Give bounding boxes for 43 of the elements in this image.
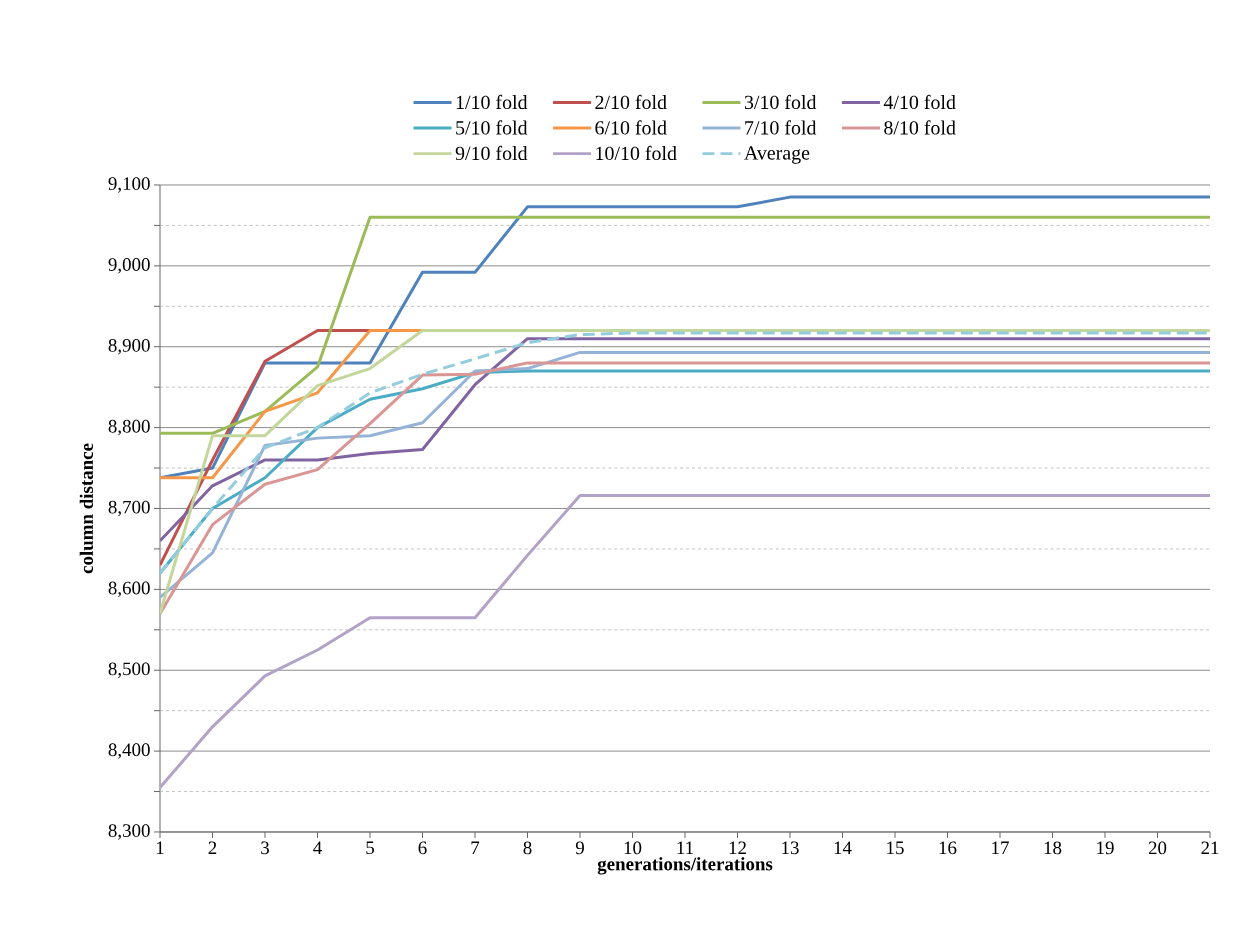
y-tick-label: 9,100 bbox=[108, 177, 150, 193]
x-tick-label: 18 bbox=[1044, 841, 1062, 855]
x-tick-label: 7 bbox=[471, 841, 480, 854]
x-tick-label: 4 bbox=[313, 841, 322, 854]
x-tick-label: 11 bbox=[677, 841, 693, 854]
x-tick-label: 16 bbox=[939, 841, 957, 855]
y-tick-label: 8,900 bbox=[108, 338, 150, 355]
legend-label: 9/10 fold bbox=[455, 145, 528, 161]
y-tick-label: 8,400 bbox=[108, 743, 150, 759]
y-tick-label: 8,700 bbox=[108, 500, 150, 517]
x-tick-label: 6 bbox=[418, 841, 427, 855]
legend-label: 8/10 fold bbox=[884, 120, 956, 135]
y-axis-title: column distance bbox=[79, 443, 94, 574]
x-tick-label: 8 bbox=[523, 841, 532, 855]
x-tick-label: 12 bbox=[729, 841, 746, 855]
x-tick-label: 14 bbox=[834, 841, 852, 854]
x-tick-label: 21 bbox=[1201, 841, 1219, 855]
x-tick-label: 5 bbox=[366, 841, 374, 855]
x-tick-label: 17 bbox=[992, 841, 1009, 854]
y-tick-label: 8,300 bbox=[108, 824, 150, 840]
x-tick-label: 2 bbox=[208, 841, 217, 855]
legend-label: 7/10 fold bbox=[745, 120, 817, 135]
legend-label: 3/10 fold bbox=[744, 94, 817, 110]
x-tick-label: 1 bbox=[156, 841, 164, 854]
x-tick-label: 3 bbox=[261, 841, 269, 855]
legend-label: 10/10 fold bbox=[596, 145, 677, 161]
legend-label: Average bbox=[744, 146, 810, 164]
x-tick-label: 13 bbox=[782, 841, 799, 855]
x-tick-label: 9 bbox=[575, 841, 584, 855]
x-tick-label: 19 bbox=[1097, 841, 1114, 855]
y-tick-label: 8,800 bbox=[108, 419, 150, 436]
legend-label: 5/10 fold bbox=[456, 120, 528, 135]
legend-label: 4/10 fold bbox=[883, 94, 956, 110]
x-axis-title: generations/iterations bbox=[597, 857, 773, 875]
x-tick-label: 10 bbox=[624, 841, 642, 855]
legend-label: 1/10 fold bbox=[456, 94, 528, 110]
legend-label: 2/10 fold bbox=[595, 94, 667, 110]
y-tick-label: 9,000 bbox=[108, 258, 150, 274]
legend-label: 6/10 fold bbox=[595, 120, 667, 135]
x-tick-label: 15 bbox=[887, 841, 904, 855]
y-tick-label: 8,500 bbox=[108, 662, 150, 678]
x-tick-label: 20 bbox=[1148, 841, 1167, 855]
y-tick-label: 8,600 bbox=[108, 581, 150, 598]
